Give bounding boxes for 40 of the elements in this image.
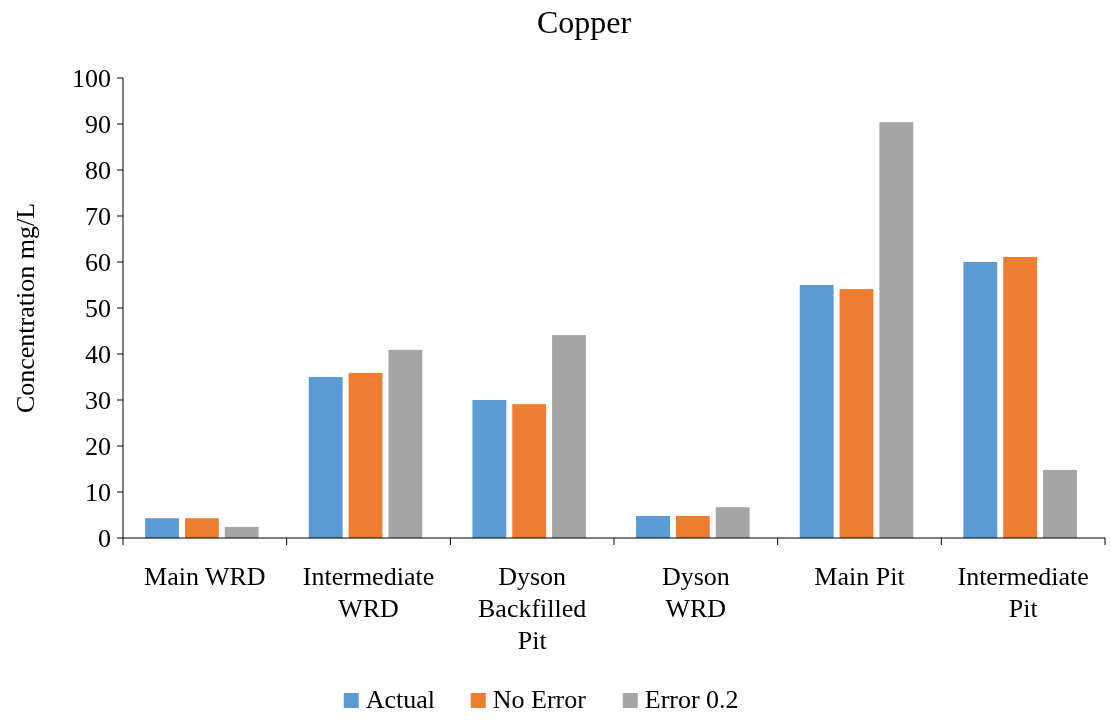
bar (963, 262, 998, 538)
bar (715, 507, 750, 538)
legend-label: Error 0.2 (644, 685, 739, 714)
y-tick-label: 20 (85, 432, 111, 462)
y-tick-label: 90 (85, 110, 111, 140)
bar (145, 518, 179, 538)
y-tick-label: 30 (85, 386, 111, 416)
legend-label: No Error (492, 685, 587, 714)
bar (799, 285, 834, 538)
y-tick-label: 100 (72, 64, 111, 94)
bar (1043, 469, 1077, 538)
x-tick-label: Main Pit (814, 562, 906, 591)
chart-title: Copper (536, 4, 632, 40)
x-tick-label: Dyson Backfilled Pit (478, 562, 587, 655)
y-tick-label: 70 (85, 202, 111, 232)
bar (308, 377, 343, 538)
y-tick-label: 50 (85, 294, 111, 324)
y-axis-title: Concentration mg/L (11, 202, 40, 414)
x-tick-label: Intermediate Pit (957, 562, 1089, 623)
legend-label: Actual (365, 685, 436, 714)
bar (675, 515, 710, 538)
y-tick-label: 60 (85, 248, 111, 278)
bar (472, 400, 507, 538)
x-tick-label: Main WRD (144, 562, 266, 591)
x-tick-label: Dyson WRD (661, 562, 730, 623)
y-tick-label: 80 (85, 156, 111, 186)
y-tick-label: 10 (85, 478, 111, 508)
bar (388, 349, 423, 538)
bar (636, 515, 670, 538)
bar (1003, 256, 1038, 538)
bar (512, 404, 547, 538)
x-tick-label: Intermediate WRD (302, 562, 435, 623)
bar (879, 122, 914, 538)
bar (184, 518, 219, 538)
bar (224, 526, 259, 538)
y-tick-label: 40 (85, 340, 111, 370)
bar (552, 335, 586, 538)
y-tick-label: 0 (98, 524, 111, 554)
bar (839, 289, 874, 538)
bar (348, 372, 383, 538)
